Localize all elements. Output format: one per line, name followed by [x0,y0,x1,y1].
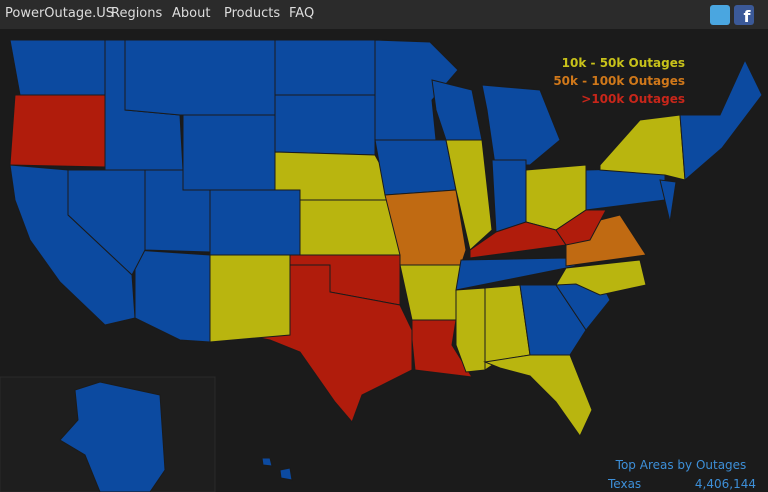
state[interactable] [455,257,578,291]
nav-link[interactable]: Regions [111,6,163,21]
state[interactable] [481,84,561,166]
state[interactable] [274,39,376,96]
state[interactable] [659,179,677,223]
facebook-glyph: f [744,7,752,26]
nav-bar: PowerOutage.US Regions About Products FA… [0,0,768,29]
state[interactable] [134,249,211,343]
state[interactable] [455,287,486,373]
top-areas-title: Top Areas by Outages [615,458,747,472]
state[interactable] [299,199,401,256]
state[interactable] [399,264,462,321]
legend-item: 10k - 50k Outages [562,56,685,70]
state[interactable] [9,94,106,168]
state[interactable] [9,164,136,326]
state[interactable] [182,114,276,191]
legend-item: 50k - 100k Outages [553,74,685,88]
state[interactable] [679,58,763,182]
state[interactable] [555,259,647,296]
brand[interactable]: PowerOutage.US [5,6,114,21]
state[interactable] [374,139,457,196]
state[interactable] [519,284,587,356]
state[interactable] [279,467,293,481]
facebook-icon[interactable] [734,5,754,25]
nav-link[interactable]: About [172,6,211,21]
state[interactable] [261,457,273,467]
state[interactable] [59,381,166,492]
state[interactable] [599,114,686,181]
social-icons: f [710,5,754,26]
map: 10k - 50k Outages 50k - 100k Outages >10… [0,39,763,492]
legend-item: >100k Outages [581,92,685,106]
state[interactable] [555,209,607,246]
area-name[interactable]: Texas [607,477,641,491]
state[interactable] [445,139,493,251]
state[interactable] [431,79,483,141]
nav-link[interactable]: Products [224,6,281,21]
state[interactable] [491,159,527,233]
states [0,39,763,492]
state[interactable] [124,39,276,116]
twitter-icon[interactable] [710,5,730,25]
area-value: 4,406,144 [695,477,756,491]
state[interactable] [483,354,593,437]
state[interactable] [274,94,376,156]
state[interactable] [209,254,291,343]
state[interactable] [209,189,301,256]
nav-link[interactable]: FAQ [289,6,315,21]
state[interactable] [9,39,106,96]
